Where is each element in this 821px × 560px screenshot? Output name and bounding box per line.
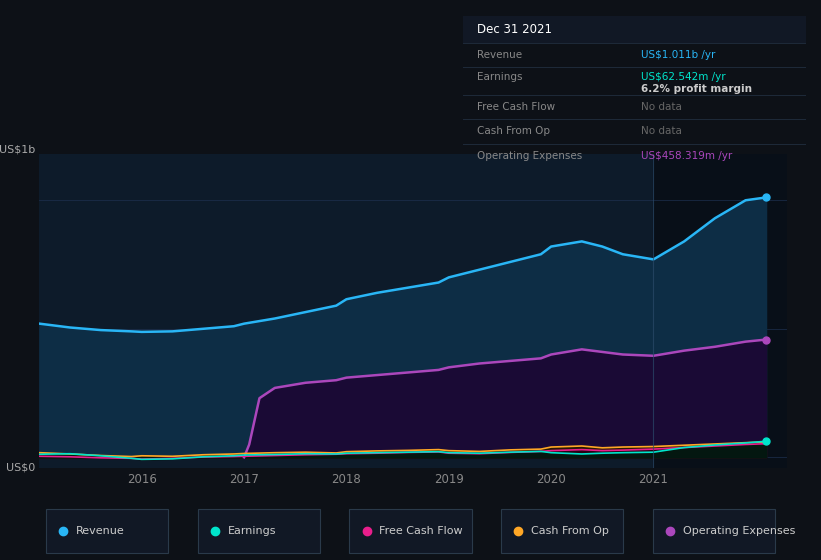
Text: No data: No data <box>641 125 682 136</box>
Bar <box>654 154 787 468</box>
Text: Dec 31 2021: Dec 31 2021 <box>477 23 552 36</box>
Text: Free Cash Flow: Free Cash Flow <box>477 102 555 112</box>
Text: Cash From Op: Cash From Op <box>531 526 609 535</box>
Text: US$62.542m /yr: US$62.542m /yr <box>641 72 726 82</box>
Text: 6.2% profit margin: 6.2% profit margin <box>641 84 753 94</box>
Bar <box>463 16 806 43</box>
Text: Operating Expenses: Operating Expenses <box>683 526 796 535</box>
Text: US$1.011b /yr: US$1.011b /yr <box>641 50 716 60</box>
Text: Free Cash Flow: Free Cash Flow <box>379 526 463 535</box>
Text: US$0: US$0 <box>7 463 35 473</box>
Text: Earnings: Earnings <box>477 72 522 82</box>
FancyBboxPatch shape <box>653 510 775 553</box>
Text: Revenue: Revenue <box>76 526 125 535</box>
Text: Earnings: Earnings <box>227 526 276 535</box>
Text: Operating Expenses: Operating Expenses <box>477 151 582 161</box>
FancyBboxPatch shape <box>198 510 320 553</box>
Text: US$1b: US$1b <box>0 144 35 154</box>
Text: Revenue: Revenue <box>477 50 522 60</box>
FancyBboxPatch shape <box>46 510 168 553</box>
FancyBboxPatch shape <box>350 510 471 553</box>
Text: US$458.319m /yr: US$458.319m /yr <box>641 151 733 161</box>
Text: Cash From Op: Cash From Op <box>477 125 550 136</box>
FancyBboxPatch shape <box>501 510 623 553</box>
Text: No data: No data <box>641 102 682 112</box>
